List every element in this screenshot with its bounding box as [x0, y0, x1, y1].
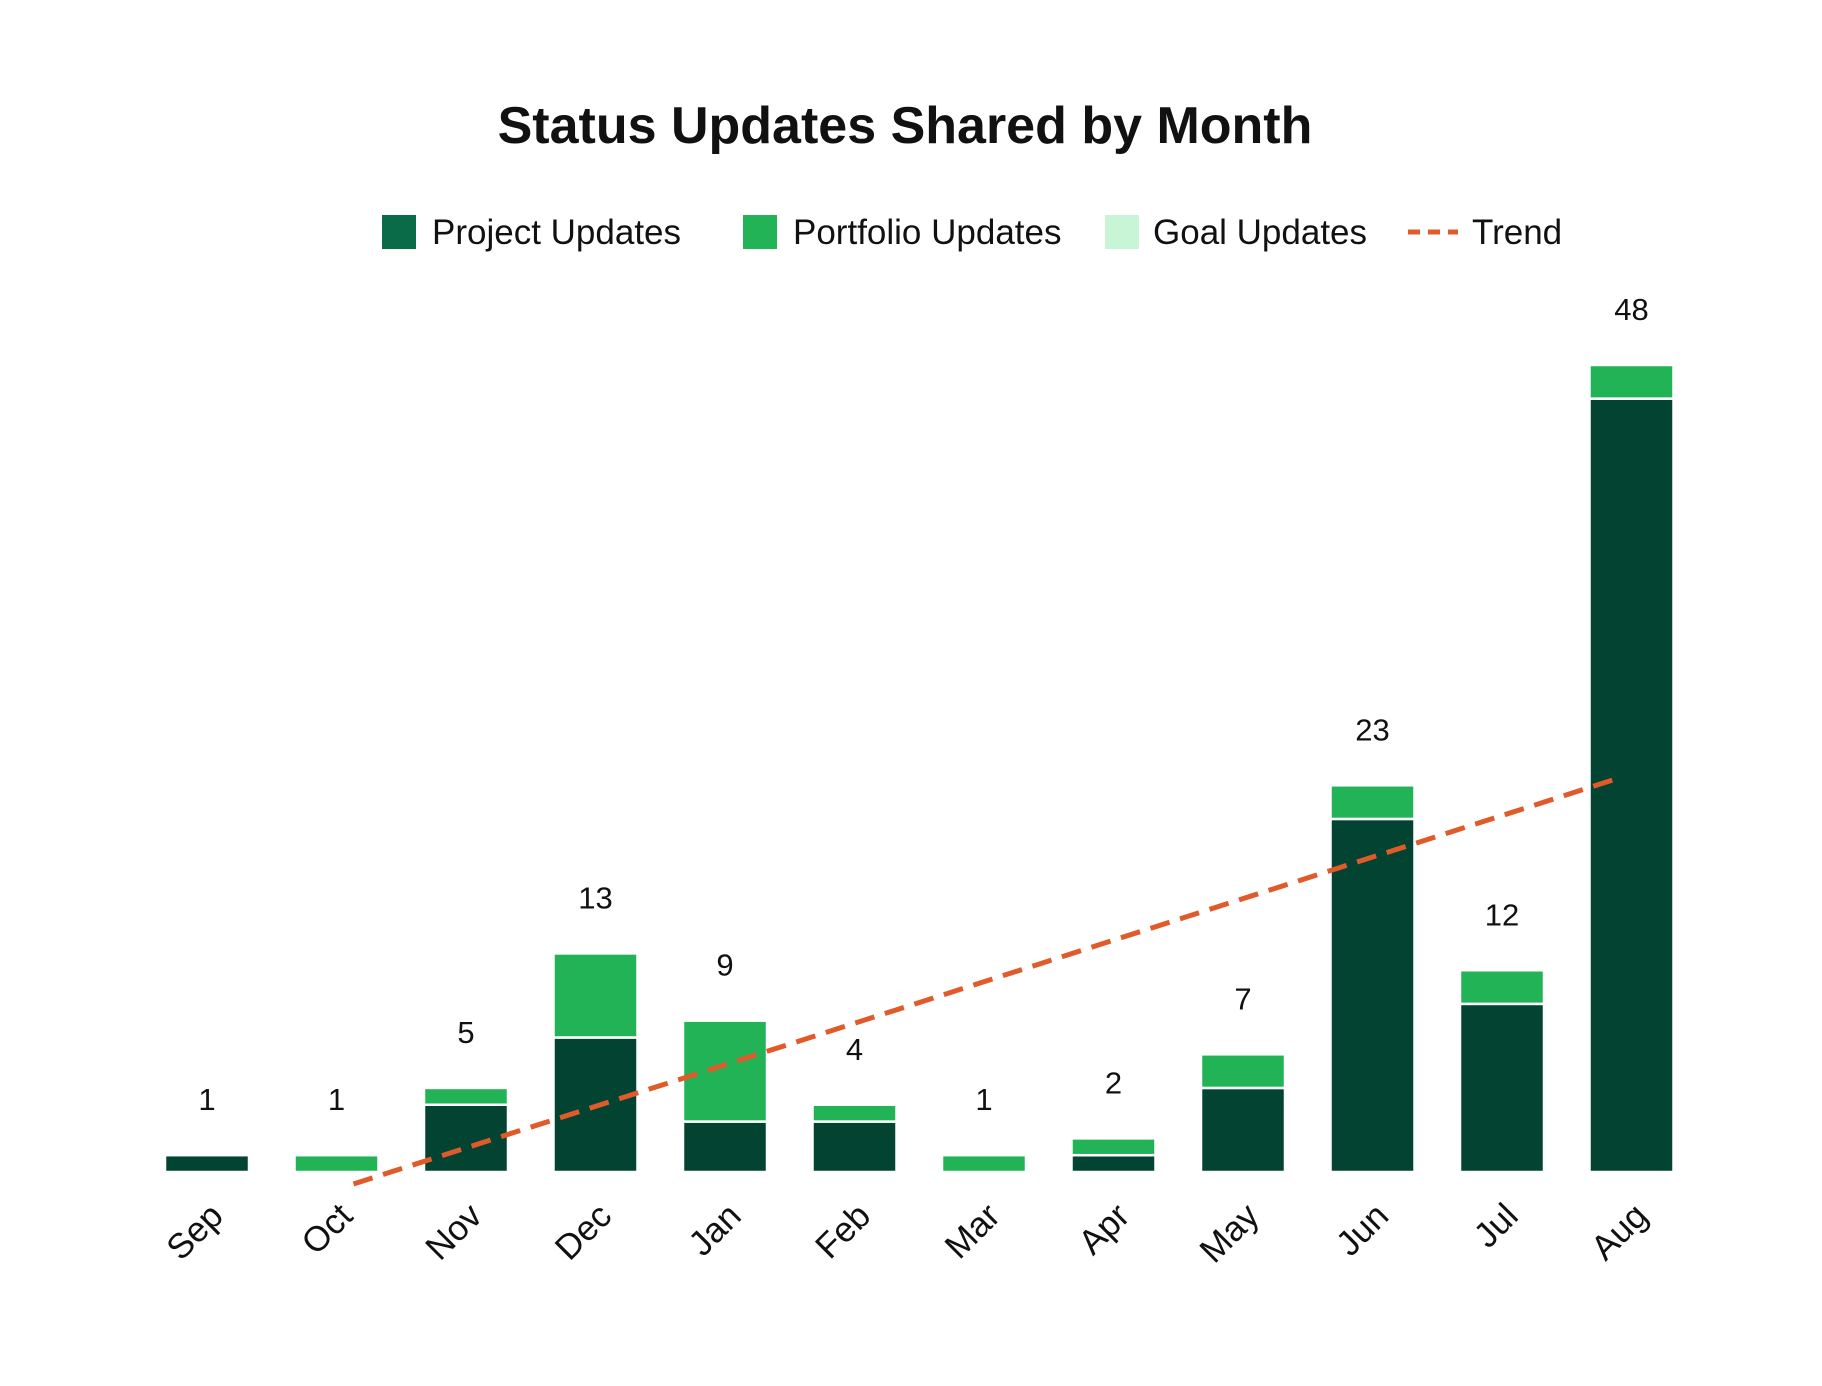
- x-tick-label-jan: Jan: [681, 1196, 748, 1263]
- bar-dec-portfolio-updates: [552, 952, 639, 1039]
- bar-jan-project-updates: [681, 1120, 769, 1174]
- bar-oct-portfolio-updates: [293, 1153, 380, 1174]
- bar-apr-portfolio-updates: [1070, 1137, 1157, 1157]
- x-tick-label-mar: Mar: [937, 1196, 1007, 1266]
- trend-layer: [352, 774, 1624, 1187]
- bar-jul-portfolio-updates: [1458, 969, 1546, 1006]
- total-label-jun: 23: [1355, 712, 1389, 747]
- total-label-apr: 2: [1105, 1065, 1122, 1100]
- bar-feb-project-updates: [811, 1120, 898, 1174]
- bar-apr-project-updates: [1070, 1153, 1157, 1174]
- bars: [163, 363, 1675, 1174]
- bar-may-project-updates: [1199, 1086, 1287, 1174]
- total-label-oct: 1: [328, 1082, 345, 1117]
- total-label-mar: 1: [975, 1082, 992, 1117]
- legend-label-trend: Trend: [1472, 213, 1562, 252]
- bar-mar-portfolio-updates: [940, 1153, 1028, 1174]
- legend-swatch-goal-updates: [1105, 215, 1139, 249]
- bar-sep-project-updates: [163, 1153, 251, 1174]
- x-tick-label-aug: Aug: [1584, 1196, 1656, 1268]
- x-tick-label-may: May: [1192, 1196, 1267, 1271]
- total-label-jul: 12: [1485, 897, 1519, 932]
- x-axis-ticks: Sep Oct Nov Dec Jan Feb Mar Apr May Jun Jul Aug: [159, 1196, 1655, 1271]
- total-label-aug: 48: [1614, 292, 1648, 327]
- total-label-nov: 5: [457, 1015, 474, 1050]
- total-label-jan: 9: [716, 948, 733, 983]
- legend-label-goal-updates: Goal Updates: [1153, 213, 1367, 252]
- x-tick-label-feb: Feb: [808, 1196, 878, 1266]
- total-label-may: 7: [1234, 981, 1251, 1016]
- bar-jun-portfolio-updates: [1329, 784, 1416, 821]
- bar-jun-project-updates: [1329, 817, 1416, 1174]
- x-tick-label-apr: Apr: [1071, 1196, 1137, 1262]
- bar-nov-project-updates: [422, 1103, 510, 1174]
- x-tick-label-dec: Dec: [548, 1196, 620, 1268]
- x-tick-label-sep: Sep: [159, 1196, 231, 1268]
- legend: Project Updates Portfolio Updates Goal Upd…: [382, 213, 1562, 252]
- legend-label-project-updates: Project Updates: [432, 213, 681, 252]
- x-tick-label-jun: Jun: [1329, 1196, 1396, 1263]
- total-label-sep: 1: [198, 1082, 215, 1117]
- bar-jan-portfolio-updates: [681, 1019, 769, 1123]
- total-label-dec: 13: [578, 880, 612, 915]
- legend-swatch-project-updates: [382, 215, 416, 249]
- bar-aug-portfolio-updates: [1588, 363, 1675, 400]
- x-tick-label-jul: Jul: [1466, 1196, 1525, 1255]
- x-tick-label-nov: Nov: [418, 1196, 490, 1268]
- bar-jul-project-updates: [1458, 1002, 1546, 1174]
- chart-title: Status Updates Shared by Month: [498, 97, 1313, 155]
- x-tick-label-oct: Oct: [294, 1196, 360, 1262]
- trend-line: [352, 774, 1624, 1187]
- total-label-feb: 4: [846, 1032, 863, 1067]
- bar-feb-portfolio-updates: [811, 1103, 898, 1123]
- bar-nov-portfolio-updates: [422, 1086, 510, 1106]
- legend-swatch-portfolio-updates: [743, 215, 777, 249]
- legend-label-portfolio-updates: Portfolio Updates: [793, 213, 1061, 252]
- bar-may-portfolio-updates: [1199, 1053, 1287, 1090]
